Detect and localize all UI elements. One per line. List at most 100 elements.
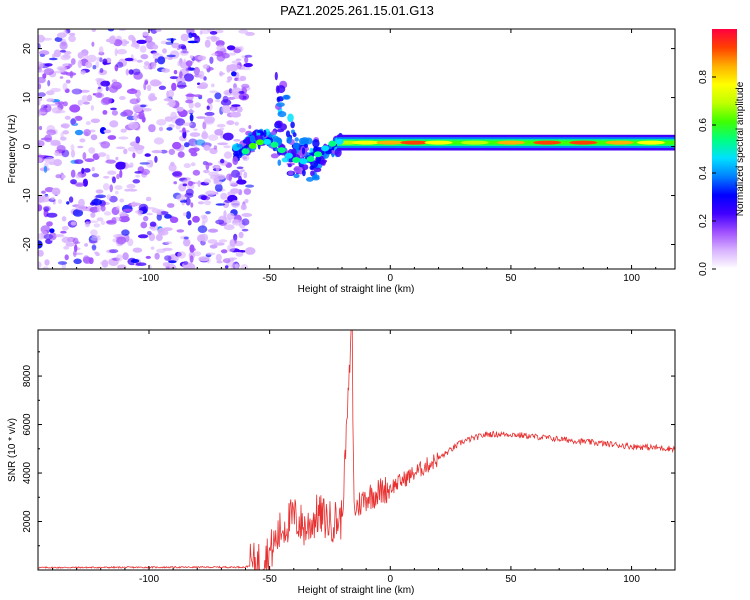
- noise-blob: [90, 212, 96, 218]
- noise-blob: [130, 42, 140, 48]
- noise-blob: [234, 121, 239, 126]
- noise-blob: [205, 211, 211, 215]
- noise-blob: [153, 137, 164, 145]
- noise-blob: [207, 97, 214, 104]
- noise-blob: [227, 244, 236, 253]
- noise-blob: [236, 106, 243, 113]
- noise-blob: [46, 129, 56, 136]
- noise-blob: [70, 58, 76, 65]
- noise-blob: [91, 166, 95, 172]
- noise-blob: [46, 221, 53, 227]
- noise-blob: [213, 145, 218, 150]
- noise-blob: [64, 115, 71, 120]
- noise-blob: [96, 217, 104, 222]
- noise-blob: [62, 237, 73, 243]
- noise-blob: [242, 67, 251, 71]
- noise-blob: [188, 147, 197, 154]
- noise-blob: [215, 253, 222, 262]
- noise-blob: [215, 164, 220, 172]
- y-tick-label: 20: [22, 43, 33, 55]
- noise-blob: [181, 77, 185, 83]
- noise-blob: [62, 82, 68, 91]
- noise-blob: [190, 202, 194, 208]
- noise-blob: [182, 212, 187, 217]
- noise-blob: [90, 118, 101, 124]
- x-tick-label: 100: [623, 273, 640, 284]
- noise-blob: [177, 251, 187, 259]
- noise-blob: [38, 92, 46, 97]
- noise-blob: [74, 241, 81, 244]
- signal-blob: [285, 130, 291, 138]
- noise-blob: [49, 103, 59, 107]
- noise-blob: [185, 99, 194, 104]
- noise-blob: [182, 122, 193, 126]
- noise-blob: [206, 105, 210, 110]
- noise-blob: [197, 180, 201, 188]
- signal-blob: [325, 150, 332, 155]
- noise-blob: [120, 128, 127, 133]
- noise-blob: [122, 252, 129, 261]
- noise-blob: [119, 198, 125, 203]
- noise-blob: [146, 231, 152, 236]
- noise-blob: [173, 70, 178, 75]
- noise-blob: [61, 174, 66, 179]
- noise-blob: [55, 174, 62, 179]
- signal-blob: [293, 166, 301, 174]
- colorbar: 0.0 0.2 0.4 0.6 0.8 Normalized spectral ampl…: [698, 29, 746, 276]
- noise-blob: [69, 70, 74, 79]
- noise-blob: [192, 215, 200, 223]
- noise-blob: [241, 55, 245, 59]
- noise-blob: [214, 92, 222, 100]
- noise-blob: [109, 120, 119, 128]
- signal-blob: [287, 113, 294, 123]
- noise-blob: [151, 61, 157, 70]
- x-tick-label: 100: [623, 574, 640, 585]
- noise-blob: [38, 83, 42, 90]
- noise-blob: [136, 59, 143, 63]
- noise-blob: [167, 56, 173, 60]
- noise-blob: [132, 247, 143, 253]
- noise-blob: [38, 109, 42, 117]
- noise-blob: [66, 201, 70, 205]
- noise-blob: [116, 61, 124, 68]
- noise-blob: [108, 85, 118, 93]
- noise-blob: [62, 124, 70, 129]
- noise-blob: [230, 188, 240, 194]
- noise-blob: [41, 104, 47, 111]
- noise-blob: [228, 173, 232, 182]
- noise-blob: [90, 134, 98, 141]
- signal-blob: [303, 143, 309, 148]
- noise-blob: [145, 196, 152, 202]
- noise-blob: [171, 42, 181, 49]
- colorbar-tick-label: 0.8: [698, 70, 709, 84]
- noise-blob: [220, 249, 228, 254]
- noise-blob: [129, 162, 134, 168]
- tone-peak: [376, 140, 405, 145]
- noise-blob: [209, 56, 214, 64]
- signal-blob: [274, 71, 278, 81]
- noise-blob: [185, 211, 192, 220]
- noise-blob: [244, 54, 253, 58]
- noise-blob: [171, 171, 182, 177]
- noise-blob: [96, 204, 101, 213]
- noise-blob: [179, 49, 189, 56]
- noise-blob: [208, 134, 219, 141]
- noise-blob: [38, 97, 43, 102]
- noise-blob: [93, 223, 101, 228]
- noise-blob: [95, 61, 100, 68]
- noise-blob: [202, 64, 210, 70]
- noise-blob: [91, 198, 103, 206]
- noise-blob: [54, 37, 63, 42]
- noise-blob: [90, 236, 101, 241]
- signal-blob: [306, 177, 314, 182]
- noise-blob: [61, 149, 70, 158]
- colorbar-tick-label: 0.0: [698, 262, 709, 276]
- noise-blob: [171, 82, 177, 91]
- snr-y-axis-label: SNR (10 * v/v): [7, 418, 18, 482]
- noise-blob: [215, 203, 226, 206]
- noise-blob: [143, 82, 147, 91]
- noise-blob: [111, 217, 117, 224]
- noise-blob: [176, 106, 184, 112]
- x-tick-label: -50: [262, 273, 277, 284]
